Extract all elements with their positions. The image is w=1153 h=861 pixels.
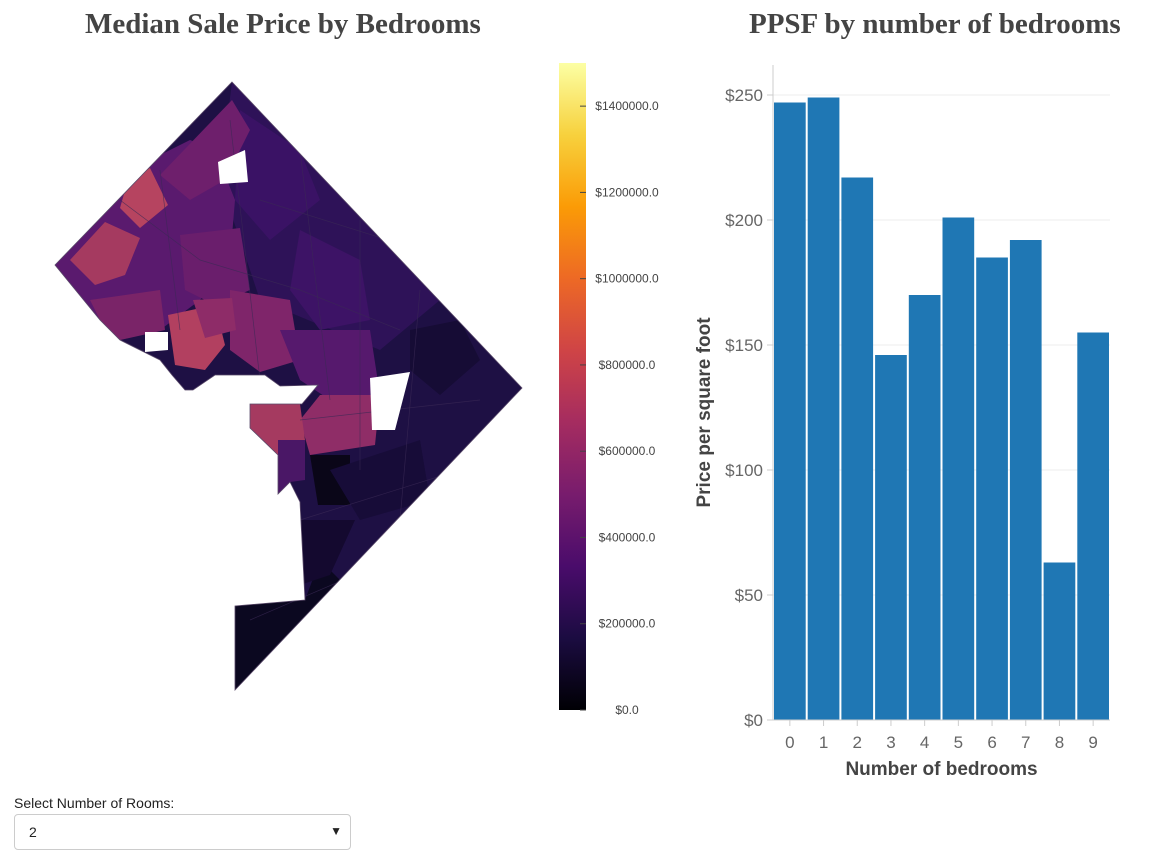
- bar-chart: $0 $50 $100 $150 $200 $250 0 1 2 3 4 5 6 7 8 9 Number …: [694, 65, 1110, 780]
- y-tick-label: $150: [725, 336, 763, 355]
- y-axis-label: Price per square foot: [694, 317, 715, 508]
- bar-bedrooms-4[interactable]: [908, 295, 941, 720]
- room-selector-label: Select Number of Rooms:: [14, 795, 175, 811]
- map-region-cleveland-park[interactable]: [180, 228, 250, 305]
- map-region-palisades[interactable]: [70, 222, 140, 285]
- colorbar-tick-label: $200000.0: [599, 617, 656, 631]
- y-tick-label: $50: [735, 586, 763, 605]
- bar-bedrooms-8[interactable]: [1043, 562, 1076, 721]
- colorbar-tick-label: $600000.0: [599, 444, 656, 458]
- map-region-downtown[interactable]: [280, 330, 380, 400]
- colorbar-tick-label: $800000.0: [599, 358, 656, 372]
- y-tick-label: $100: [725, 461, 763, 480]
- map-region-glover-park[interactable]: [90, 290, 165, 340]
- room-select-value: 2: [29, 824, 37, 840]
- x-tick-label: 8: [1055, 733, 1064, 752]
- map-region-north[interactable]: [235, 110, 320, 240]
- map-region-navy-yard[interactable]: [278, 440, 305, 494]
- x-tick-label: 1: [819, 733, 828, 752]
- colorbar-tick-label: $1200000.0: [595, 185, 659, 199]
- map-region-central-north[interactable]: [290, 230, 370, 330]
- map-nodata-area-north: [218, 150, 248, 184]
- bar-bedrooms-0[interactable]: [774, 102, 806, 721]
- x-tick-label: 6: [987, 733, 996, 752]
- chevron-down-icon[interactable]: ▼: [330, 824, 342, 838]
- map-nodata-area-river: [370, 372, 410, 430]
- map-region-washington-highlands[interactable]: [300, 520, 355, 585]
- map-title: Median Sale Price by Bedrooms: [85, 8, 481, 40]
- bar-bedrooms-2[interactable]: [841, 177, 874, 721]
- room-selector: Select Number of Rooms: 2 ▼: [14, 795, 351, 850]
- x-tick-label: 4: [920, 733, 929, 752]
- map-boundaries: [119, 119, 481, 621]
- map-region-bellevue[interactable]: [235, 560, 340, 690]
- bar-bedrooms-5[interactable]: [942, 217, 975, 721]
- x-tick-label: 0: [785, 733, 794, 752]
- bar-bedrooms-3[interactable]: [875, 355, 907, 720]
- x-axis-label: Number of bedrooms: [845, 759, 1037, 780]
- map-nodata-area-west: [145, 332, 168, 352]
- colorbar-gradient: [559, 63, 586, 710]
- choropleth-map[interactable]: [0, 55, 540, 705]
- x-tick-label: 3: [886, 733, 895, 752]
- colorbar-tick-label: $400000.0: [599, 530, 656, 544]
- y-tick-label: $200: [725, 211, 763, 230]
- colorbar-tick-label: $1000000.0: [595, 272, 659, 286]
- x-tick-label: 7: [1021, 733, 1030, 752]
- y-tick-label: $0: [744, 711, 763, 730]
- map-outline: [54, 81, 523, 692]
- bar-bedrooms-7[interactable]: [1009, 240, 1042, 720]
- bar-chart-title: PPSF by number of bedrooms: [749, 8, 1121, 40]
- map-region-dupont[interactable]: [230, 290, 300, 372]
- bar-bedrooms-6[interactable]: [976, 257, 1008, 721]
- bar-bedrooms-9[interactable]: [1077, 332, 1109, 721]
- bar-bedrooms-1[interactable]: [807, 97, 840, 721]
- x-tick-label: 9: [1088, 733, 1097, 752]
- room-select-dropdown[interactable]: 2 ▼: [14, 814, 351, 850]
- x-tick-label: 5: [954, 733, 963, 752]
- colorbar-tick-label: $1400000.0: [595, 99, 659, 113]
- colorbar: $0.0 $200000.0 $400000.0 $600000.0 $800000.0…: [559, 63, 659, 717]
- colorbar-tick-label: $0.0: [615, 703, 639, 717]
- map-region-east-capitol[interactable]: [410, 320, 480, 395]
- map-region-kalorama[interactable]: [193, 298, 236, 338]
- y-tick-label: $250: [725, 86, 763, 105]
- x-tick-label: 2: [853, 733, 862, 752]
